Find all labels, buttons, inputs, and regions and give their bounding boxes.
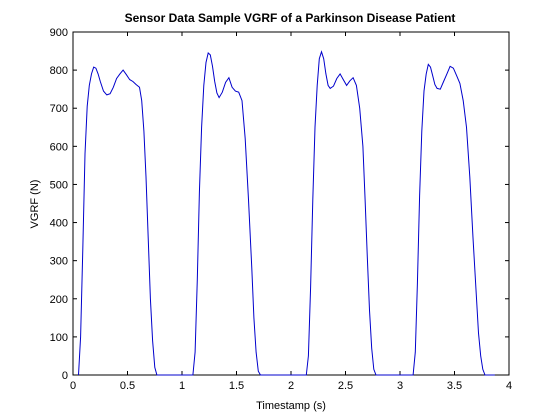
y-tick-label: 0	[62, 370, 68, 382]
y-tick-label: 700	[50, 103, 68, 115]
y-tick-label: 300	[50, 256, 68, 268]
y-tick-label: 900	[50, 27, 68, 39]
x-tick-label: 2	[288, 380, 294, 392]
x-tick-label: 3.5	[447, 380, 462, 392]
x-axis: 0 0.5 1 1.5 2 2.5 3 3.5 4	[70, 32, 512, 392]
x-tick-label: 2.5	[338, 380, 353, 392]
y-axis: 0 100 200 300 400 500 600 700 800 900	[50, 27, 509, 382]
y-axis-label: VGRF (N)	[29, 180, 41, 229]
y-tick-label: 200	[50, 294, 68, 306]
x-tick-label: 1	[179, 380, 185, 392]
y-tick-label: 500	[50, 179, 68, 191]
chart-title: Sensor Data Sample VGRF of a Parkinson D…	[125, 11, 456, 25]
x-tick-label: 1.5	[229, 380, 244, 392]
y-tick-label: 100	[50, 332, 68, 344]
vgrf-series-line	[78, 50, 495, 376]
y-tick-label: 400	[50, 218, 68, 230]
y-tick-label: 800	[50, 65, 68, 77]
x-tick-label: 3	[397, 380, 403, 392]
x-tick-label: 0.5	[120, 380, 135, 392]
plot-area	[72, 31, 510, 376]
x-tick-label: 4	[506, 380, 512, 392]
y-tick-label: 600	[50, 141, 68, 153]
x-axis-label: Timestamp (s)	[256, 400, 326, 412]
x-tick-label: 0	[70, 380, 76, 392]
